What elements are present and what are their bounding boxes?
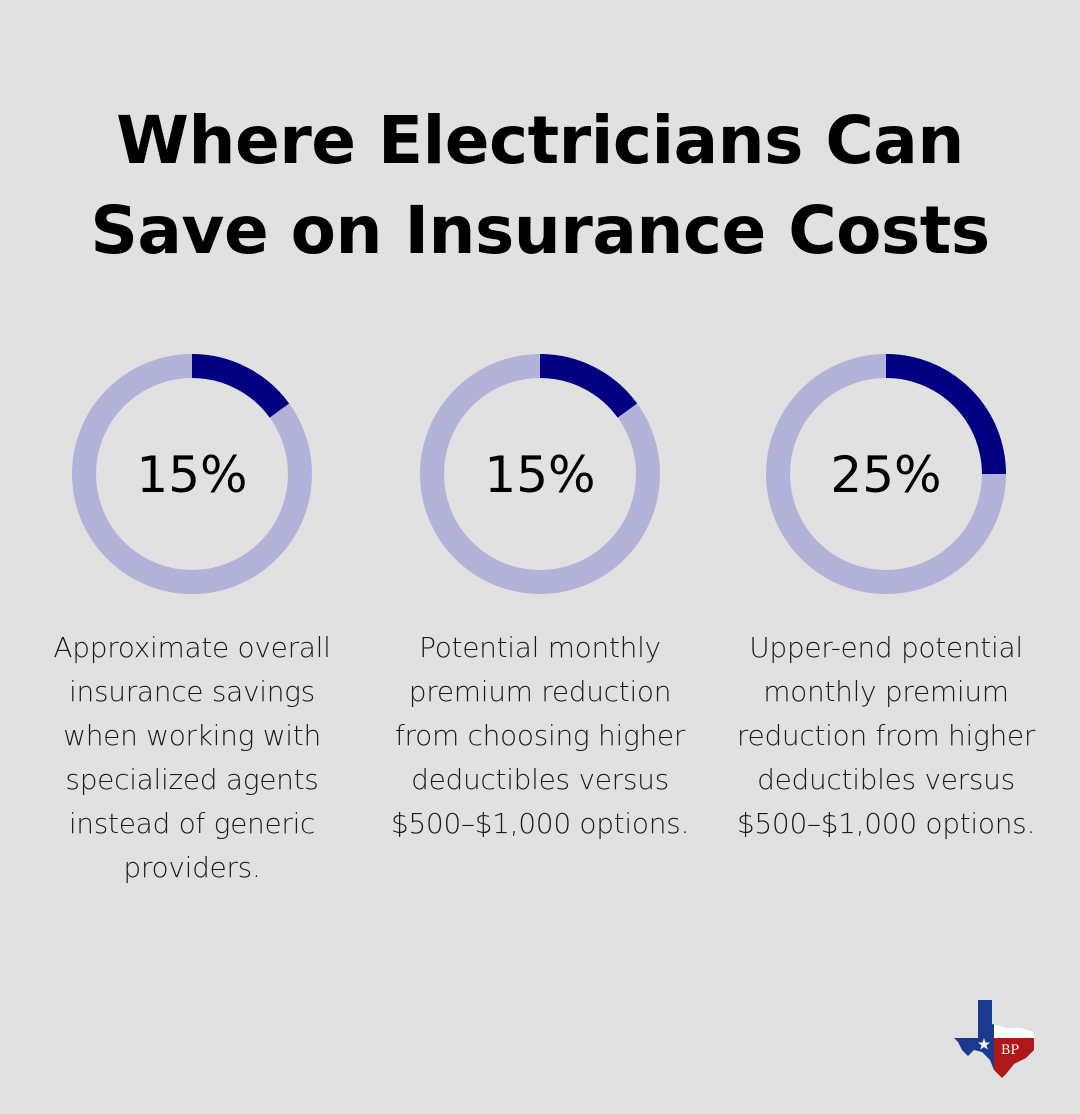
donut-chart-2: 15% bbox=[420, 354, 660, 594]
stat-card-3: 25% bbox=[726, 352, 1046, 596]
stat-description-3: Upper-end potential monthly premium redu… bbox=[736, 631, 1036, 840]
stat-description-1: Approximate overall insurance savings wh… bbox=[53, 631, 331, 884]
logo-monogram: BP bbox=[1001, 1043, 1020, 1058]
donut-value-label-2: 15% bbox=[484, 446, 595, 504]
donut-arc-1 bbox=[191, 354, 290, 418]
title-line-1: Where Electricians Can bbox=[116, 102, 964, 179]
donut-value-label-1: 15% bbox=[136, 446, 247, 504]
star-icon bbox=[978, 1038, 990, 1050]
donut-chart-3: 25% bbox=[766, 354, 1006, 594]
donut-arc-3 bbox=[885, 354, 1006, 475]
title-line-2: Save on Insurance Costs bbox=[90, 192, 990, 269]
texas-flag-map-icon: BP bbox=[954, 1000, 1034, 1078]
page-title: Where Electricians Can Save on Insurance… bbox=[0, 96, 1080, 276]
donut-chart-1: 15% bbox=[72, 354, 312, 594]
stat-card-2: 15% bbox=[380, 352, 700, 596]
donut-arc-2 bbox=[539, 354, 638, 418]
stat-card-1: 15% bbox=[32, 352, 352, 596]
stat-description-2: Potential monthly premium reduction from… bbox=[390, 631, 690, 840]
donut-value-label-3: 25% bbox=[830, 446, 941, 504]
